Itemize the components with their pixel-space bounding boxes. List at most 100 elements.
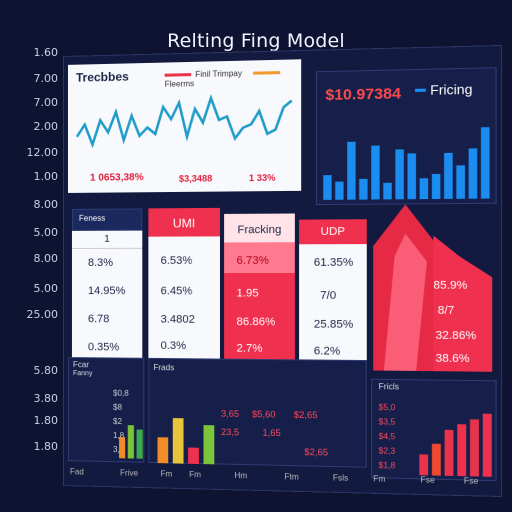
table-cell: 61.35% (314, 257, 353, 269)
x-label: Fse (464, 476, 479, 486)
table-cell: 0.3% (161, 340, 187, 352)
trend-footer-3: 1 33% (249, 173, 276, 184)
y-tick: 12.00 (8, 146, 58, 159)
table-cell: 6.45% (161, 285, 193, 297)
table-cell: 1.95 (237, 287, 259, 299)
trend-series-line (77, 96, 292, 144)
bottom-mid-title: Frads (153, 363, 174, 372)
bottom-left-title: Fcar (73, 360, 89, 369)
red-cell: 32.86% (436, 329, 477, 342)
pricing-label: Fricing (430, 81, 472, 98)
cell: $4,5 (379, 432, 396, 442)
red-cell: 85.9% (433, 279, 467, 292)
bar (445, 430, 454, 476)
cell: $0,8 (113, 389, 129, 398)
y-tick: 2.00 (8, 120, 58, 133)
table-column-udp: UDP 61.35% 7/0 25.85% 6.2% (299, 219, 367, 366)
bottom-mid-bars (157, 398, 218, 464)
bar (432, 444, 441, 476)
bottom-left-bars (118, 398, 144, 459)
x-label: Frive (120, 468, 138, 477)
umi-header: UMI (148, 208, 220, 237)
y-tick: 7.00 (8, 72, 58, 85)
bar (137, 430, 143, 459)
legend-label: Finil Trimpay (195, 69, 242, 79)
bar (158, 437, 169, 463)
x-label: Fm (161, 469, 173, 478)
bar (419, 454, 428, 475)
pricing-bar (420, 178, 429, 199)
table-column-umi: UMI 6.53% 6.45% 3.4802 0.3% (148, 208, 220, 359)
y-tick: 3.80 (8, 392, 58, 405)
pricing-bar (407, 153, 416, 199)
y-tick: 8.00 (8, 198, 58, 211)
y-tick: 1.60 (8, 46, 58, 59)
pricing-bar-chart (321, 115, 491, 200)
pricing-swatch (415, 89, 426, 92)
table-header-label: Feness (79, 214, 105, 223)
table-cell: 6.53% (161, 255, 193, 267)
y-tick: 5.80 (8, 364, 58, 377)
bar (204, 425, 215, 464)
table-header: Feness (72, 208, 142, 231)
cell: 23,5 (221, 427, 239, 438)
cell: $5,0 (379, 403, 396, 413)
trend-title: Trecbbes (76, 69, 129, 84)
bottom-right-bars (418, 392, 494, 477)
legend-swatch (253, 71, 280, 75)
y-axis: 1.60 7.00 7.00 2.00 12.00 1.00 8.00 5.00… (8, 46, 58, 486)
red-cell: 38.6% (436, 352, 470, 365)
pricing-bar (469, 148, 478, 198)
table-column-fracking: Fracking 6.73% 1.95 86.86% 2.7% (224, 213, 295, 365)
x-label: Hm (234, 471, 247, 480)
udp-header: UDP (299, 219, 367, 244)
bar (119, 437, 125, 458)
cell: $2,65 (294, 410, 318, 421)
x-label: Fad (70, 467, 84, 476)
bottom-left-subtitle: Fanny (73, 370, 92, 377)
cell: $2,65 (304, 447, 328, 458)
x-label: Fm (373, 474, 385, 484)
table-cell: 6.73% (237, 255, 269, 267)
y-tick: 1.80 (8, 440, 58, 453)
y-tick: 1.80 (8, 414, 58, 427)
cell: $3,5 (379, 417, 396, 427)
table-header-value: 1 (72, 231, 142, 249)
y-tick: 1.00 (8, 170, 58, 183)
y-tick: 5.00 (8, 226, 58, 239)
x-label: Ftm (284, 472, 298, 482)
bar (128, 425, 134, 458)
pricing-value: $10.97384 (325, 85, 401, 104)
table-column-first: 1 8.3% 14.95% 6.78 0.35% (72, 231, 142, 358)
pricing-bar (481, 127, 490, 198)
table-cell: 7/0 (320, 290, 336, 302)
pricing-bar (359, 179, 367, 200)
trend-panel: Trecbbes Finil Trimpay Fleerms 1 0653,38… (68, 59, 301, 193)
red-cell: 8/7 (438, 304, 455, 317)
x-label: Fm (189, 470, 201, 479)
table-cell: 8.3% (88, 257, 113, 269)
trend-footer-1: 1 0653,38% (90, 172, 144, 184)
y-tick: 25.00 (8, 308, 58, 321)
x-label: Fse (420, 475, 434, 485)
table-cell: 2.7% (237, 342, 263, 354)
pricing-panel: $10.97384 Fricing (316, 67, 497, 205)
bar (457, 424, 466, 476)
cell: $1,8 (379, 461, 396, 471)
pricing-bar (444, 153, 453, 199)
table-cell: 25.85% (314, 318, 353, 331)
pricing-bar (347, 142, 355, 200)
table-cell: 0.35% (88, 341, 119, 353)
y-tick: 8.00 (8, 252, 58, 265)
pricing-bar (323, 175, 331, 200)
y-tick: 5.00 (8, 282, 58, 295)
pricing-bar (456, 165, 465, 199)
trend-footer-2: $3,3488 (179, 173, 212, 184)
bottom-right-title: Fricls (379, 382, 399, 392)
pricing-bar (432, 174, 441, 199)
pricing-bar (395, 149, 403, 199)
cell: $2,3 (379, 446, 396, 456)
trend-line-chart (72, 84, 297, 169)
cell: 3,65 (221, 408, 239, 418)
y-tick: 7.00 (8, 96, 58, 109)
